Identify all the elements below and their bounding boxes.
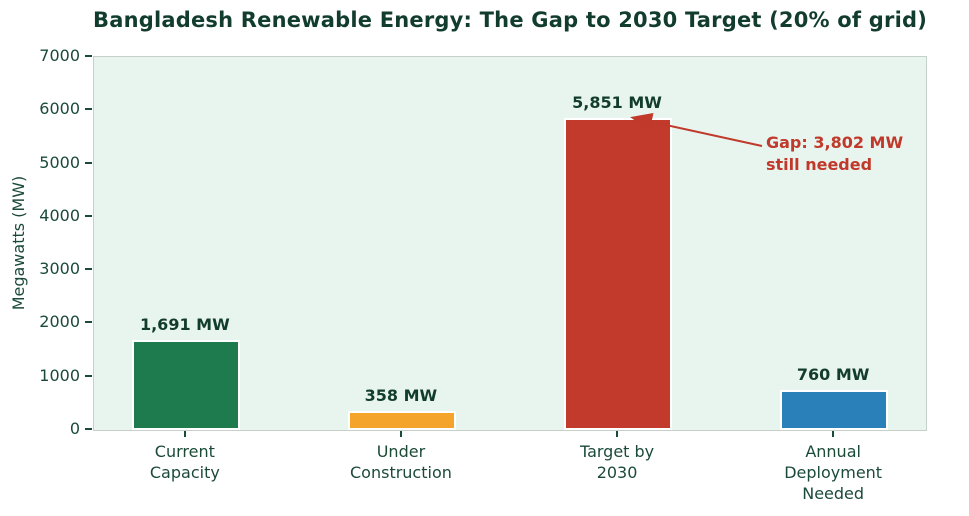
plot-area <box>93 56 927 431</box>
y-tick-mark <box>85 55 92 57</box>
y-tick-label: 3000 <box>39 259 80 279</box>
x-tick-mark <box>399 431 402 437</box>
bar-target-by-2030 <box>564 118 673 430</box>
bar-value-label: 760 MW <box>796 364 870 384</box>
x-tick-label: Annual Deployment Needed <box>784 442 883 503</box>
y-tick-label: 4000 <box>39 205 80 225</box>
y-tick-label: 0 <box>69 419 80 438</box>
chart-title: Bangladesh Renewable Energy: The Gap to … <box>93 8 927 32</box>
annotation-label: Gap: 3,802 MW still needed <box>766 133 904 174</box>
y-tick-mark <box>85 428 92 430</box>
x-tick-mark <box>832 431 835 437</box>
x-tick-label: Current Capacity <box>149 442 220 482</box>
x-tick-mark <box>183 431 186 437</box>
y-tick-mark <box>85 268 92 271</box>
y-tick-mark <box>85 214 92 217</box>
x-tick-mark <box>616 431 619 437</box>
x-tick-label: Target by 2030 <box>579 442 655 482</box>
y-axis-label: Megawatts (MW) <box>9 175 28 311</box>
bar-value-label: 358 MW <box>364 385 438 405</box>
y-tick-mark <box>85 374 92 377</box>
y-tick-label: 5000 <box>39 152 80 172</box>
y-tick-mark <box>85 108 92 111</box>
y-tick-mark <box>85 161 92 164</box>
y-tick-label: 7000 <box>39 46 80 65</box>
y-tick-label: 6000 <box>39 99 80 119</box>
bar-value-label: 5,851 MW <box>572 93 662 113</box>
x-tick-label: Under Construction <box>350 442 452 482</box>
y-tick-label: 2000 <box>39 312 80 332</box>
bar-annual-deployment-needed <box>780 389 889 430</box>
y-tick-mark <box>85 321 92 324</box>
bar-value-label: 1,691 MW <box>139 314 230 334</box>
bar-current-capacity <box>131 339 240 430</box>
bar-under-construction <box>347 410 456 430</box>
y-tick-label: 1000 <box>39 365 80 385</box>
